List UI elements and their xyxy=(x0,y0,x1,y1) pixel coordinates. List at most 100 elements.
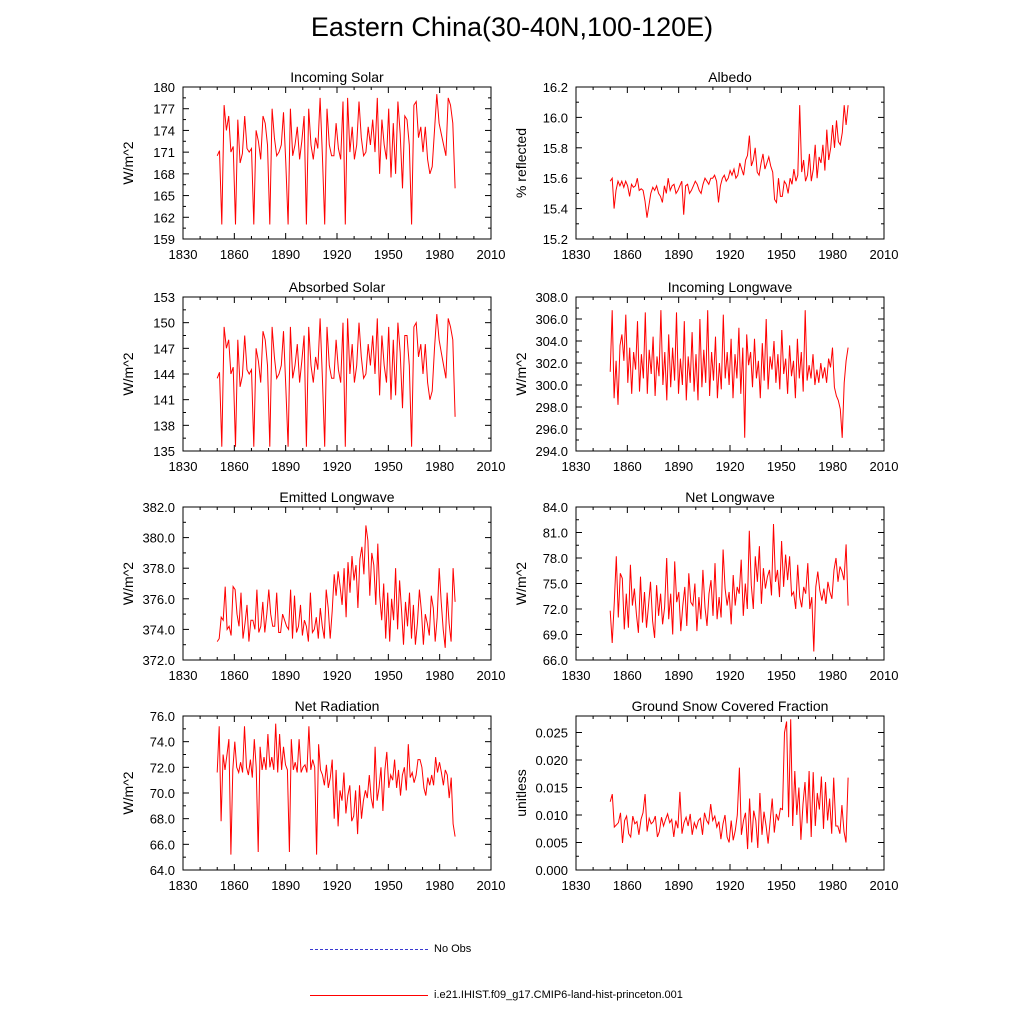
x-tick-label: 1920 xyxy=(323,668,352,683)
y-tick-label: 0.025 xyxy=(535,726,568,741)
y-tick-label: 75.0 xyxy=(543,577,568,592)
y-tick-label: 16.2 xyxy=(543,80,568,95)
y-axis-label: unitless xyxy=(513,769,529,816)
y-axis-label: W/m^2 xyxy=(120,562,136,605)
y-tick-label: 135 xyxy=(153,444,175,459)
x-tick-label: 1950 xyxy=(767,878,796,893)
panel-title: Emitted Longwave xyxy=(279,489,394,505)
y-tick-label: 306.0 xyxy=(535,312,568,327)
y-axis-label: W/m^2 xyxy=(120,141,136,184)
x-tick-label: 1890 xyxy=(664,247,693,262)
legend-obs-line xyxy=(310,948,428,950)
y-tick-label: 138 xyxy=(153,418,175,433)
y-axis-label: W/m^2 xyxy=(120,352,136,395)
y-tick-label: 308.0 xyxy=(535,290,568,305)
panel-3: Absorbed Solar W/m^2 1830 1860 1890 1920 1950 1… xyxy=(120,279,505,474)
x-tick-label: 1980 xyxy=(425,878,454,893)
legend-model-line xyxy=(310,994,428,996)
y-tick-label: 372.0 xyxy=(142,653,175,668)
x-tick-label: 1980 xyxy=(818,247,847,262)
x-tick-label: 1890 xyxy=(664,878,693,893)
x-tick-label: 1950 xyxy=(374,247,403,262)
y-tick-label: 144 xyxy=(153,367,175,382)
y-tick-label: 174 xyxy=(153,123,175,138)
y-tick-label: 153 xyxy=(153,290,175,305)
y-tick-label: 382.0 xyxy=(142,500,175,515)
y-tick-label: 66.0 xyxy=(150,837,175,852)
y-tick-label: 159 xyxy=(153,232,175,247)
x-tick-label: 2010 xyxy=(477,459,506,474)
y-tick-label: 78.0 xyxy=(543,551,568,566)
x-tick-label: 1860 xyxy=(220,878,249,893)
x-tick-label: 1860 xyxy=(613,247,642,262)
series-line xyxy=(216,723,456,855)
x-tick-label: 1890 xyxy=(271,878,300,893)
panel-title: Incoming Solar xyxy=(290,69,384,85)
x-tick-label: 1890 xyxy=(664,668,693,683)
y-tick-label: 378.0 xyxy=(142,561,175,576)
y-tick-label: 380.0 xyxy=(142,531,175,546)
y-tick-label: 374.0 xyxy=(142,622,175,637)
x-tick-label: 1890 xyxy=(271,668,300,683)
y-tick-label: 168 xyxy=(153,167,175,182)
y-tick-label: 69.0 xyxy=(543,628,568,643)
panel-1: Incoming Solar W/m^2 1830 1860 1890 1920 1950 1… xyxy=(120,69,505,262)
y-tick-label: 15.4 xyxy=(543,202,568,217)
x-tick-label: 1950 xyxy=(767,459,796,474)
series-line xyxy=(216,314,456,447)
x-tick-label: 1890 xyxy=(271,247,300,262)
panel-title: Albedo xyxy=(708,69,752,85)
x-tick-label: 1980 xyxy=(425,247,454,262)
series-line xyxy=(609,105,849,218)
x-tick-label: 1950 xyxy=(767,668,796,683)
series-line xyxy=(216,94,456,225)
y-tick-label: 0.005 xyxy=(535,836,568,851)
y-tick-label: 376.0 xyxy=(142,592,175,607)
series-line xyxy=(609,719,849,850)
x-tick-label: 1950 xyxy=(767,247,796,262)
x-tick-label: 1830 xyxy=(562,459,591,474)
x-tick-label: 2010 xyxy=(870,878,899,893)
x-tick-label: 1860 xyxy=(220,247,249,262)
y-axis-label: % reflected xyxy=(513,128,529,198)
y-axis-label: W/m^2 xyxy=(120,771,136,814)
y-tick-label: 0.000 xyxy=(535,863,568,878)
y-tick-label: 70.0 xyxy=(150,786,175,801)
y-tick-label: 296.0 xyxy=(535,422,568,437)
y-tick-label: 171 xyxy=(153,145,175,160)
y-tick-label: 68.0 xyxy=(150,812,175,827)
x-tick-label: 1830 xyxy=(169,878,198,893)
y-axis-label: W/m^2 xyxy=(513,352,529,395)
y-axis-label: W/m^2 xyxy=(513,562,529,605)
y-tick-label: 300.0 xyxy=(535,378,568,393)
x-tick-label: 2010 xyxy=(870,668,899,683)
series-line xyxy=(609,523,849,652)
figure-title: Eastern China(30-40N,100-120E) xyxy=(310,12,714,42)
y-tick-label: 15.6 xyxy=(543,171,568,186)
plot-frame xyxy=(575,86,885,240)
x-tick-label: 1920 xyxy=(323,459,352,474)
x-tick-label: 2010 xyxy=(477,668,506,683)
x-tick-label: 2010 xyxy=(477,878,506,893)
y-tick-label: 294.0 xyxy=(535,444,568,459)
y-tick-label: 147 xyxy=(153,341,175,356)
y-tick-label: 304.0 xyxy=(535,334,568,349)
x-tick-label: 1890 xyxy=(271,459,300,474)
panel-6: Net Longwave W/m^2 1830 1860 1890 1920 1950 198… xyxy=(513,489,898,683)
y-tick-label: 16.0 xyxy=(543,110,568,125)
x-tick-label: 1950 xyxy=(374,459,403,474)
x-tick-label: 1860 xyxy=(613,668,642,683)
panel-2: Albedo % reflected 1830 1860 1890 1920 1950 198… xyxy=(513,69,898,262)
y-tick-label: 64.0 xyxy=(150,863,175,878)
y-tick-label: 84.0 xyxy=(543,500,568,515)
plot-frame xyxy=(575,715,885,871)
x-tick-label: 2010 xyxy=(870,247,899,262)
x-tick-label: 1830 xyxy=(562,668,591,683)
x-tick-label: 1950 xyxy=(374,668,403,683)
x-tick-label: 1980 xyxy=(425,668,454,683)
x-tick-label: 1920 xyxy=(716,878,745,893)
y-tick-label: 0.010 xyxy=(535,808,568,823)
x-tick-label: 1830 xyxy=(562,878,591,893)
x-tick-label: 1860 xyxy=(613,459,642,474)
y-tick-label: 150 xyxy=(153,316,175,331)
